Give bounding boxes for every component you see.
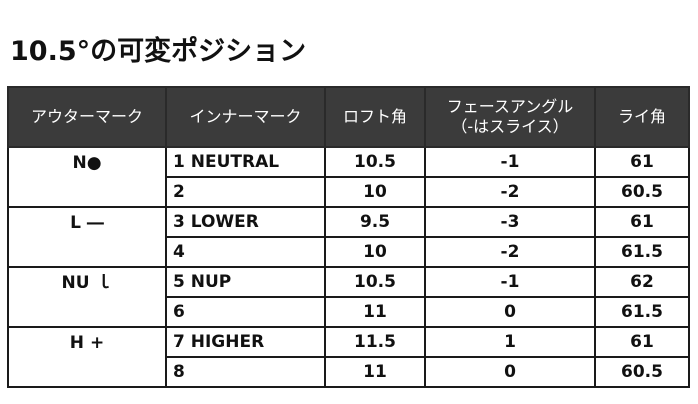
header-outer-mark: アウターマーク [7,86,167,148]
table-row: N● 1 NEUTRAL 10.5 -1 61 [7,146,690,178]
face-angle-cell: -3 [424,206,596,238]
header-face-angle: フェースアングル （-はスライス） [424,86,596,148]
table-row: 4 10 -2 61.5 [7,236,690,268]
loft-cell: 11.5 [324,326,426,358]
position-table: アウターマーク インナーマーク ロフト角 フェースアングル （-はスライス） ラ… [7,86,690,388]
header-face-angle-line1: フェースアングル [446,97,574,116]
loft-cell: 11 [324,356,426,388]
table-row: L ― 3 LOWER 9.5 -3 61 [7,206,690,238]
inner-mark-cell: 6 [165,296,326,328]
outer-mark-cell [7,357,167,388]
outer-mark-cell: L ― [7,206,167,237]
inner-mark-cell: 3 LOWER [165,206,326,238]
face-angle-cell: -1 [424,146,596,178]
face-angle-cell: -1 [424,266,596,298]
loft-cell: 9.5 [324,206,426,238]
header-face-angle-line2: （-はスライス） [451,117,569,136]
inner-mark-cell: 7 HIGHER [165,326,326,358]
inner-mark-cell: 5 NUP [165,266,326,298]
lie-cell: 61.5 [594,296,690,328]
loft-cell: 10 [324,176,426,208]
loft-cell: 10 [324,236,426,268]
outer-mark-cell [7,177,167,208]
inner-mark-cell: 1 NEUTRAL [165,146,326,178]
header-loft: ロフト角 [324,86,426,148]
lie-cell: 60.5 [594,356,690,388]
lie-cell: 61.5 [594,236,690,268]
header-lie: ライ角 [594,86,690,148]
inner-mark-cell: 4 [165,236,326,268]
lie-cell: 61 [594,326,690,358]
outer-mark-cell: N● [7,146,167,177]
loft-cell: 11 [324,296,426,328]
table-row: 6 11 0 61.5 [7,296,690,328]
outer-mark-cell: NU ｌ [7,266,167,297]
inner-mark-cell: 2 [165,176,326,208]
loft-cell: 10.5 [324,266,426,298]
lie-cell: 62 [594,266,690,298]
table-row: 8 11 0 60.5 [7,356,690,388]
table-header-row: アウターマーク インナーマーク ロフト角 フェースアングル （-はスライス） ラ… [7,86,690,148]
face-angle-cell: 1 [424,326,596,358]
page-title: 10.5°の可変ポジション [10,36,307,67]
face-angle-cell: -2 [424,176,596,208]
table-row: 2 10 -2 60.5 [7,176,690,208]
face-angle-cell: -2 [424,236,596,268]
outer-mark-cell [7,237,167,268]
face-angle-cell: 0 [424,296,596,328]
table-row: NU ｌ 5 NUP 10.5 -1 62 [7,266,690,298]
lie-cell: 60.5 [594,176,690,208]
lie-cell: 61 [594,146,690,178]
inner-mark-cell: 8 [165,356,326,388]
loft-cell: 10.5 [324,146,426,178]
outer-mark-cell [7,297,167,328]
table-row: H + 7 HIGHER 11.5 1 61 [7,326,690,358]
face-angle-cell: 0 [424,356,596,388]
outer-mark-cell: H + [7,326,167,357]
lie-cell: 61 [594,206,690,238]
header-inner-mark: インナーマーク [165,86,326,148]
